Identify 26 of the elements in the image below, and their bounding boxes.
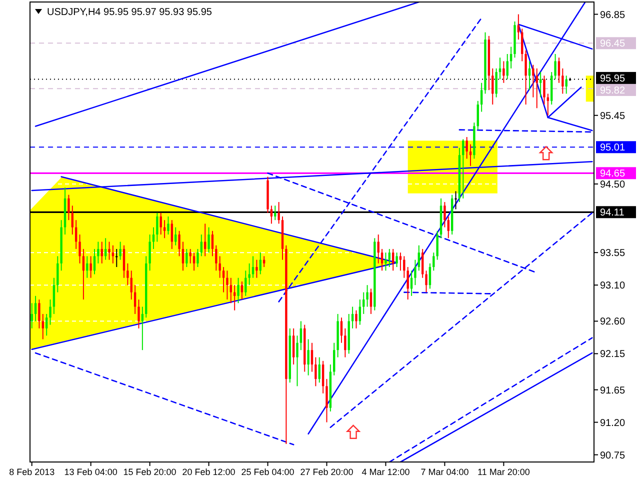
y-tick-label: 96.85 — [600, 10, 626, 21]
ref-line-label: 95.01 — [600, 142, 626, 154]
ref-line-label: 95.95 — [600, 73, 626, 84]
y-tick-label: 91.65 — [600, 385, 626, 396]
y-tick-label: 90.75 — [600, 450, 626, 462]
ref-line-label: 96.45 — [600, 38, 626, 50]
x-tick-label: 20 Feb 12:00 — [182, 467, 236, 477]
y-tick-label: 93.10 — [600, 280, 626, 292]
y-tick-label: 93.55 — [600, 248, 626, 260]
ref-line-label: 94.11 — [600, 208, 625, 219]
x-tick-label: 15 Feb 20:00 — [123, 467, 176, 477]
x-tick-label: 11 Mar 20:00 — [478, 467, 530, 477]
x-tick-label: 7 Mar 04:00 — [420, 467, 469, 477]
x-tick-label: 8 Feb 2013 — [9, 467, 55, 477]
y-tick-label: 91.20 — [600, 418, 626, 429]
ref-line-label: 95.82 — [600, 85, 626, 96]
x-tick-label: 27 Feb 20:00 — [300, 467, 354, 477]
x-tick-label: 25 Feb 04:00 — [241, 467, 294, 477]
text: USDJPY,H4 95.95 95.97 95.93 95.95 — [47, 7, 212, 18]
x-tick-label: 13 Feb 04:00 — [64, 467, 118, 477]
y-tick-label: 95.45 — [600, 110, 626, 122]
y-tick-label: 92.15 — [600, 349, 626, 360]
ref-line-label: 94.65 — [600, 168, 626, 180]
y-tick-label: 94.50 — [600, 179, 626, 190]
y-tick-label: 92.60 — [600, 316, 626, 328]
x-tick-label: 4 Mar 12:00 — [362, 467, 410, 477]
